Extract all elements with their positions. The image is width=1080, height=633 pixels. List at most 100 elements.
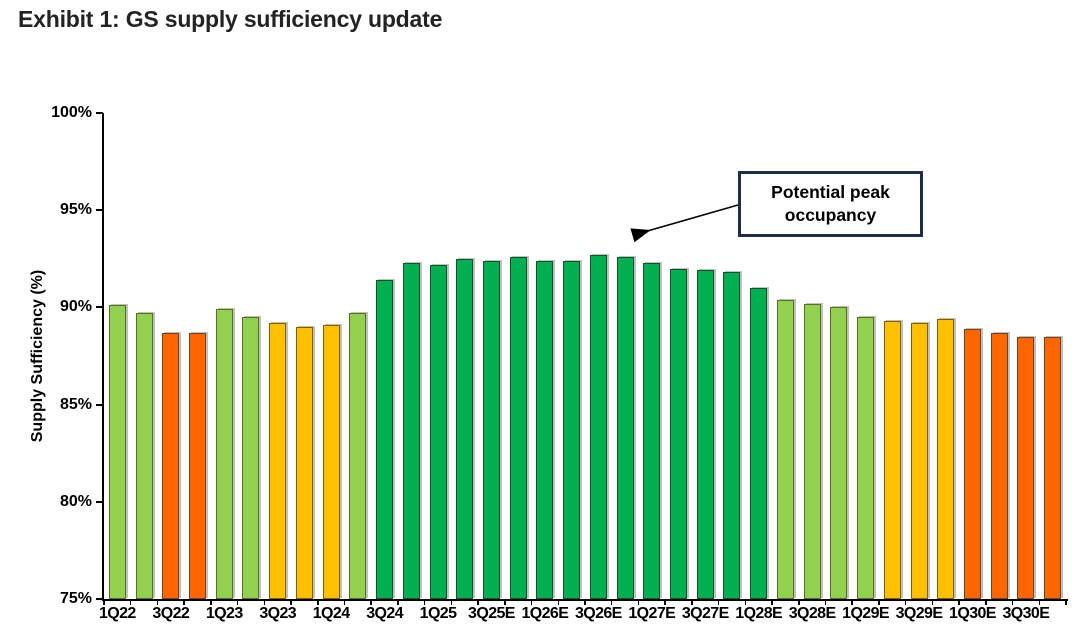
bar-1Q27E [643,262,661,599]
y-tick-label-80%: 80% [59,492,92,510]
y-tick-label-75%: 75% [59,590,92,607]
x-tick-26 [798,599,800,605]
x-tick-15 [504,599,506,605]
x-tick-29 [878,599,880,605]
x-tick-label-1Q28E: 1Q28E [735,605,783,622]
x-tick-18 [584,599,586,605]
y-tick-80% [96,500,103,503]
x-tick-label-3Q23: 3Q23 [259,605,297,622]
bar-1Q24 [322,324,340,599]
y-tick-90% [96,306,103,309]
bar-3Q26E [589,254,607,599]
x-tick-30 [904,599,907,605]
x-tick-label-1Q23: 1Q23 [205,605,243,622]
bar-3Q27E [696,270,714,599]
bar-1Q29E [857,317,875,599]
bar-3Q24 [376,280,394,599]
bar-2Q29E [883,321,901,599]
annotation-text: Potential peak occupancy [771,182,890,225]
exhibit-title: Exhibit 1: GS supply sufficiency update [18,6,443,32]
x-tick-14 [477,599,479,605]
x-tick-label-3Q28E: 3Q28E [788,605,836,622]
x-tick-label-1Q25: 1Q25 [419,605,457,622]
bar-1Q28E [750,287,768,599]
x-tick-2 [156,599,159,605]
x-tick-25 [771,599,773,605]
x-tick-label-1Q29E: 1Q29E [842,605,889,622]
y-axis-title: Supply Sufficiency (%) [29,269,46,443]
x-tick-13 [450,599,453,605]
bar-4Q25E [509,256,527,599]
bar-4Q30E [1044,336,1062,599]
bar-3Q22 [162,332,180,599]
x-tick-label-1Q27E: 1Q27E [628,605,676,622]
x-tick-11 [397,599,399,605]
x-tick-label-1Q24: 1Q24 [312,605,350,622]
x-tick-label-1Q26E: 1Q26E [521,605,569,622]
x-tick-17 [557,599,560,605]
x-tick-31 [931,599,934,605]
x-tick-6 [263,599,266,605]
y-tick-100% [96,112,103,114]
x-tick-24 [744,599,747,605]
x-tick-8 [317,599,319,605]
x-tick-28 [851,599,853,605]
bar-2Q23 [242,317,260,599]
bar-3Q30E [1017,336,1035,599]
x-tick-19 [610,599,613,605]
plot-area [104,113,1066,599]
bar-1Q22 [108,305,126,599]
x-tick-9 [343,599,346,605]
x-tick-36 [1065,599,1067,605]
bar-4Q27E [723,272,741,599]
annotation-peak-occupancy: Potential peak occupancy [738,171,923,237]
x-tick-label-1Q22: 1Q22 [98,605,136,622]
bar-4Q26E [616,256,634,599]
x-tick-label-3Q29E: 3Q29E [895,605,943,622]
x-tick-label-1Q30E: 1Q30E [949,605,996,622]
bar-2Q26E [563,260,581,599]
bar-2Q22 [135,313,153,599]
x-tick-label-3Q25E: 3Q25E [468,605,515,622]
bar-2Q25 [456,258,474,599]
y-tick-label-85%: 85% [59,395,92,413]
bar-1Q30E [963,328,981,599]
bar-3Q28E [803,303,821,599]
bar-4Q24 [402,262,420,599]
bar-3Q29E [910,322,928,599]
y-tick-85% [96,403,103,406]
bar-1Q25 [429,264,447,599]
bar-1Q26E [536,260,554,599]
x-tick-21 [664,599,666,605]
bar-2Q24 [349,313,367,599]
y-tick-label-100%: 100% [51,104,92,121]
x-tick-34 [1011,599,1014,605]
x-tick-27 [824,599,827,605]
bar-2Q27E [670,268,688,599]
x-tick-3 [183,599,185,605]
x-tick-33 [985,599,987,605]
bar-2Q28E [776,299,794,599]
x-tick-23 [717,599,720,605]
x-tick-16 [530,599,533,605]
bar-4Q29E [937,319,955,599]
bar-3Q23 [269,322,287,599]
x-tick-10 [370,599,372,605]
x-tick-4 [210,599,212,605]
bar-4Q23 [295,326,313,599]
x-tick-label-3Q24: 3Q24 [366,605,403,622]
x-tick-1 [129,599,132,605]
y-tick-75% [96,598,103,600]
bar-3Q25E [482,260,500,599]
y-axis-line [102,113,104,601]
x-tick-0 [103,599,105,605]
bar-4Q28E [830,307,848,599]
x-tick-label-3Q22: 3Q22 [152,605,190,622]
y-tick-95% [96,209,103,212]
x-tick-5 [236,599,239,605]
bar-2Q30E [990,332,1008,599]
x-tick-12 [423,599,426,605]
bar-1Q23 [215,309,233,599]
y-tick-label-95%: 95% [59,201,92,219]
